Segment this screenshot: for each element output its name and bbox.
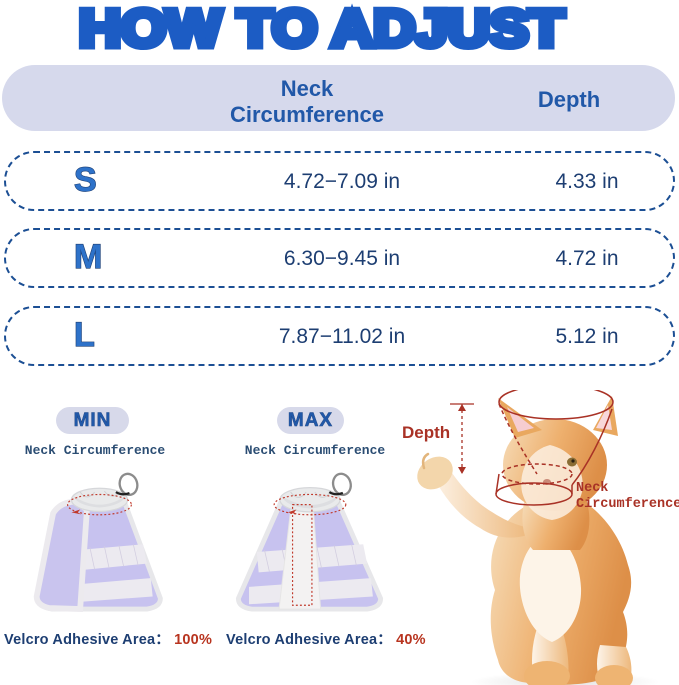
svg-text:Circumference: Circumference: [576, 497, 679, 512]
svg-text:Depth: Depth: [402, 423, 450, 442]
svg-text:Neck: Neck: [576, 481, 608, 496]
